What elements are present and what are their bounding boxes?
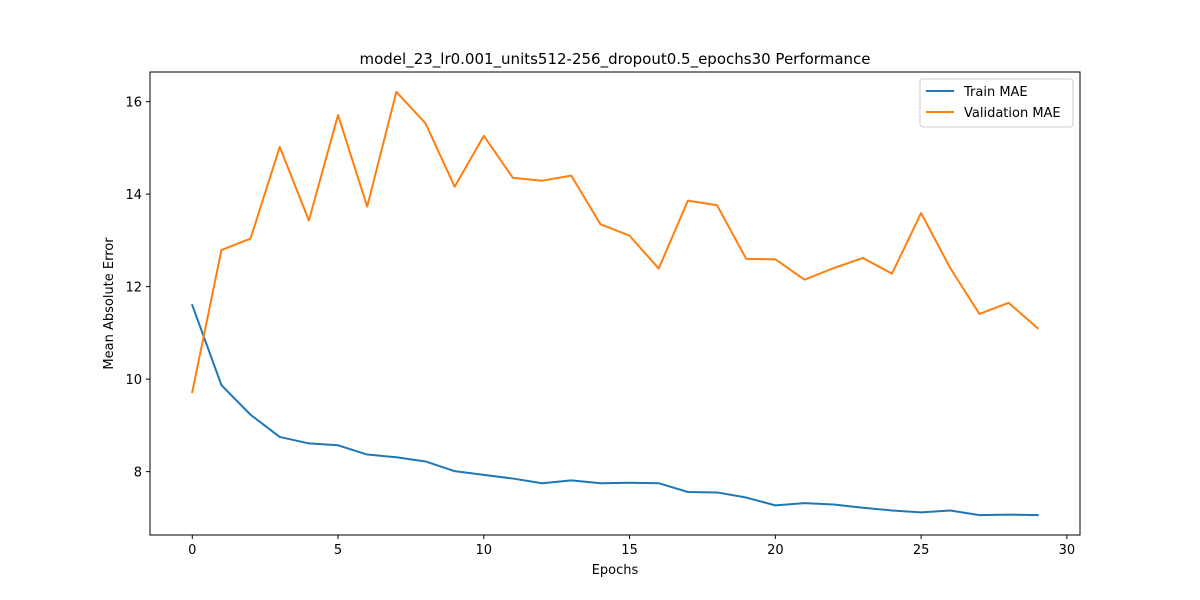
legend-label-train-mae: Train MAE bbox=[963, 85, 1028, 100]
x-tick-label: 5 bbox=[334, 543, 342, 558]
series-line-validation-mae bbox=[191, 90, 1040, 394]
y-tick-label: 10 bbox=[125, 373, 142, 388]
y-tick-label: 16 bbox=[125, 96, 142, 111]
x-tick-label: 10 bbox=[476, 543, 493, 558]
x-tick-label: 30 bbox=[1059, 543, 1076, 558]
legend-box bbox=[919, 78, 1074, 128]
y-axis-ticks: 8 10 12 14 16 bbox=[125, 96, 150, 481]
x-tick-label: 20 bbox=[767, 543, 784, 558]
y-axis-label: Mean Absolute Error bbox=[102, 237, 117, 370]
x-tick-label: 15 bbox=[621, 543, 638, 558]
x-axis-ticks: 0 5 10 15 20 25 30 bbox=[188, 535, 1075, 558]
legend-label-validation-mae: Validation MAE bbox=[964, 106, 1061, 121]
y-tick-label: 14 bbox=[125, 188, 142, 203]
chart-title: model_23_lr0.001_units512-256_dropout0.5… bbox=[359, 50, 870, 69]
x-axis-label: Epochs bbox=[592, 563, 639, 578]
series-lines bbox=[190, 90, 1040, 517]
y-tick-label: 8 bbox=[134, 466, 142, 481]
y-tick-label: 12 bbox=[125, 281, 142, 296]
x-tick-label: 0 bbox=[188, 543, 196, 558]
plot-area bbox=[150, 72, 1080, 535]
series-line-train-mae bbox=[190, 303, 1039, 517]
plot-frame bbox=[149, 71, 1081, 536]
x-tick-label: 25 bbox=[913, 543, 930, 558]
legend: Train MAE Validation MAE bbox=[919, 78, 1074, 128]
